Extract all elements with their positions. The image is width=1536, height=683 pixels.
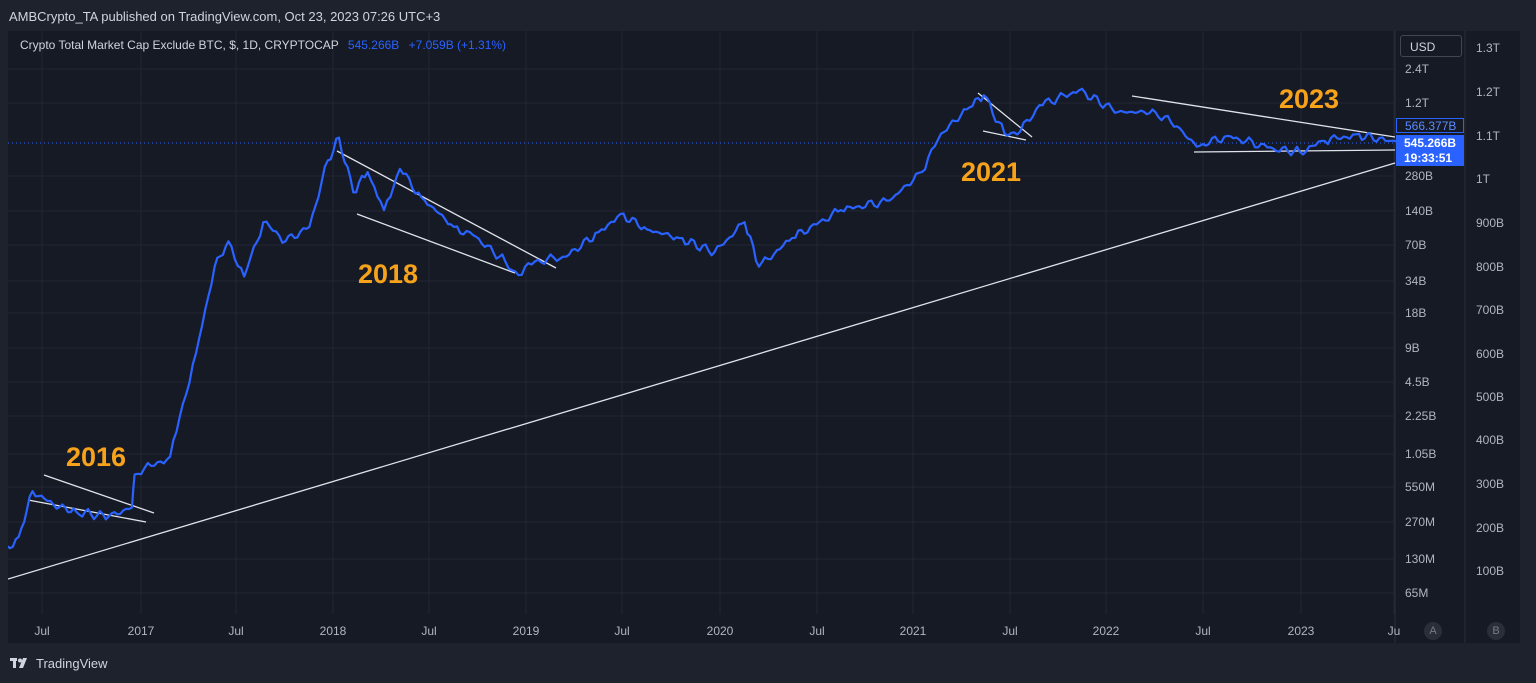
last-price-tag: 545.266B 19:33:51 (1396, 135, 1464, 166)
last-price-value: 545.266B (1404, 136, 1457, 150)
y-tick-label-left: 270M (1405, 515, 1435, 529)
symbol-legend[interactable]: Crypto Total Market Cap Exclude BTC, $, … (20, 38, 506, 52)
trendline-2021-lower (982, 130, 1027, 141)
currency-button[interactable]: USD (1400, 35, 1462, 57)
y-tick-label-right: 300B (1476, 477, 1504, 491)
trendline-2018-upper (336, 150, 557, 269)
x-tick-label: Jul (1002, 624, 1017, 638)
symbol-name: Crypto Total Market Cap Exclude BTC, $, … (20, 38, 339, 52)
y-axis-left: 2.4T 1.2T 280B 140B 70B 34B 18B 9B 4.5B 2.25B 1.05… (1405, 62, 1436, 600)
y-tick-label-left: 34B (1405, 274, 1426, 288)
y-axis-right: 1.3T 1.2T 1.1T 1T 900B 800B 700B 600B 500B 400B 30… (1476, 41, 1504, 578)
x-tick-label: 2018 (320, 624, 347, 638)
change-value: +7.059B (+1.31%) (408, 38, 507, 52)
price-chart[interactable]: 2016 2018 2021 2023 Jul 2017 Jul 2018 Jul 201… (8, 31, 1520, 643)
x-tick-label: Jul (34, 624, 49, 638)
annotation-2016: 2016 (66, 442, 126, 472)
y-tick-label-right: 900B (1476, 216, 1504, 230)
y-tick-label-left: 1.05B (1405, 447, 1436, 461)
y-tick-label-right: 600B (1476, 347, 1504, 361)
x-tick-label: 2017 (128, 624, 155, 638)
trendline-2021-upper (977, 92, 1033, 138)
y-tick-label-right: 200B (1476, 521, 1504, 535)
x-tick-label: 2023 (1288, 624, 1315, 638)
x-tick-label: 2021 (900, 624, 927, 638)
long-term-support-line (8, 162, 1396, 580)
x-tick-label: Jul (614, 624, 629, 638)
annotation-2021: 2021 (961, 157, 1021, 187)
trendline-2018-lower (356, 213, 516, 274)
price-series-line (8, 87, 1457, 550)
y-tick-label-left: 4.5B (1405, 375, 1430, 389)
y-tick-label-right: 800B (1476, 260, 1504, 274)
last-value: 545.266B (347, 38, 400, 52)
x-tick-label: Jul (421, 624, 436, 638)
trendline-2016-upper (43, 474, 155, 514)
x-tick-label: Jul (1195, 624, 1210, 638)
auto-scale-button[interactable]: A (1424, 622, 1442, 640)
x-tick-label: Jul (228, 624, 243, 638)
year-annotations: 2016 2018 2021 2023 (66, 84, 1339, 472)
trendline-2023-upper (1131, 95, 1396, 138)
y-tick-label-right: 1.3T (1476, 41, 1501, 55)
y-tick-label-right: 1T (1476, 172, 1491, 186)
y-tick-label-right: 700B (1476, 303, 1504, 317)
y-tick-label-right: 500B (1476, 390, 1504, 404)
tradingview-logo-icon (10, 658, 27, 668)
annotation-2018: 2018 (358, 259, 418, 289)
y-tick-label-left: 70B (1405, 238, 1426, 252)
y-tick-label-right: 1.2T (1476, 85, 1501, 99)
y-tick-label-left: 9B (1405, 341, 1420, 355)
y-tick-label-left: 280B (1405, 169, 1433, 183)
y-tick-label-left: 2.4T (1405, 62, 1430, 76)
x-axis: Jul 2017 Jul 2018 Jul 2019 Jul 2020 Jul 2021 Jul 20… (34, 624, 1400, 638)
x-tick-label: 2019 (513, 624, 540, 638)
x-tick-label: 2020 (707, 624, 734, 638)
chart-grid (8, 31, 1395, 614)
y-tick-label-left: 130M (1405, 552, 1435, 566)
y-tick-label-left: 550M (1405, 480, 1435, 494)
chart-frame[interactable]: 2016 2018 2021 2023 Jul 2017 Jul 2018 Jul 201… (8, 31, 1520, 643)
y-tick-label-left: 18B (1405, 306, 1426, 320)
x-tick-label: Ju (1388, 624, 1401, 638)
x-tick-label: 2022 (1093, 624, 1120, 638)
x-tick-label: Jul (809, 624, 824, 638)
trendlines (8, 92, 1396, 580)
footer: TradingView (10, 656, 108, 671)
y-tick-label-left: 140B (1405, 204, 1433, 218)
y-tick-label-right: 100B (1476, 564, 1504, 578)
y-tick-label-left: 65M (1405, 586, 1428, 600)
bar-countdown: 19:33:51 (1404, 151, 1453, 165)
y-tick-label-left: 2.25B (1405, 409, 1436, 423)
reference-price-tag: 566.377B (1396, 118, 1464, 133)
y-tick-label-right: 1.1T (1476, 129, 1501, 143)
scale-settings-button[interactable]: B (1487, 622, 1505, 640)
brand-name: TradingView (36, 656, 108, 671)
annotation-2023: 2023 (1279, 84, 1339, 114)
y-tick-label-left: 1.2T (1405, 96, 1430, 110)
publisher-header: AMBCrypto_TA published on TradingView.co… (9, 9, 441, 24)
y-tick-label-right: 400B (1476, 433, 1504, 447)
